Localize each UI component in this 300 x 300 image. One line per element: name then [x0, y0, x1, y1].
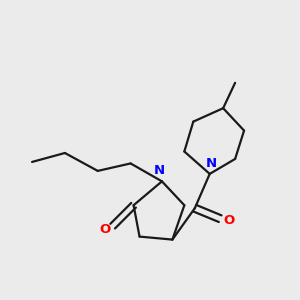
Text: N: N	[153, 164, 164, 177]
Text: O: O	[100, 223, 111, 236]
Text: N: N	[206, 157, 217, 170]
Text: O: O	[224, 214, 235, 227]
